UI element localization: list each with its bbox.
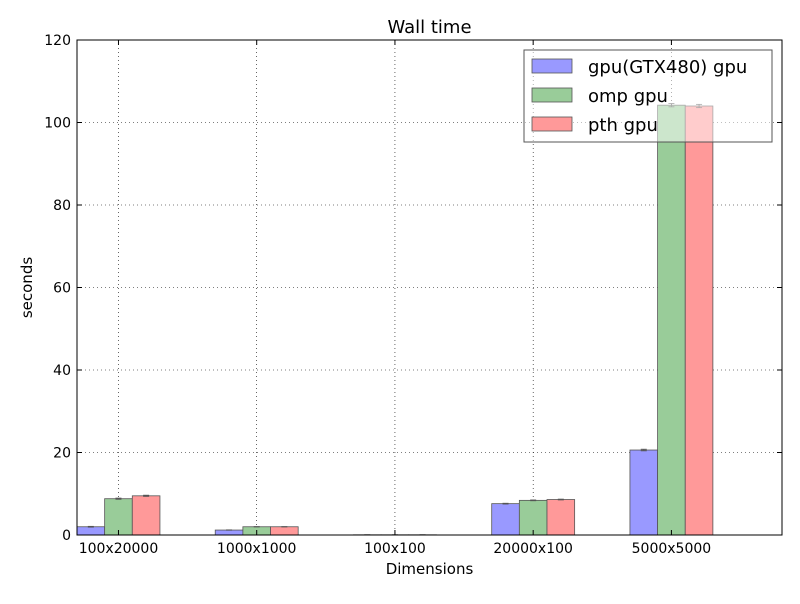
bar-1-3 [519,500,547,535]
bar-2-4 [685,106,713,535]
y-tick-label: 20 [53,446,71,462]
legend-swatch-0 [532,59,572,73]
bar-2-0 [132,496,160,535]
x-tick-label: 100x100 [364,541,426,557]
y-tick-label: 80 [53,198,71,214]
bar-1-4 [658,105,686,535]
x-tick-label: 20000x100 [493,541,573,557]
bar-2-3 [547,500,575,535]
x-tick-label: 100x20000 [79,541,159,557]
legend: gpu(GTX480) gpu omp gpu pth gpu [524,50,772,142]
x-axis-label: Dimensions [386,560,474,578]
legend-label-1: omp gpu [588,86,668,107]
y-tick-label: 100 [44,116,71,132]
bar-2-1 [271,527,299,535]
bar-0-3 [492,504,520,535]
bar-0-1 [215,530,243,535]
bar-0-0 [77,527,105,535]
legend-label-0: gpu(GTX480) gpu [588,57,747,78]
legend-label-2: pth gpu [588,115,658,136]
y-tick-label: 0 [62,528,71,544]
bar-0-4 [630,450,658,535]
x-tick-label: 5000x5000 [632,541,712,557]
y-tick-label: 120 [44,33,71,49]
x-tick-label: 1000x1000 [217,541,297,557]
y-tick-label: 40 [53,363,71,379]
y-tick-label: 60 [53,281,71,297]
y-axis-label: seconds [18,257,36,318]
legend-swatch-1 [532,88,572,102]
chart-title: Wall time [387,17,471,38]
legend-swatch-2 [532,117,572,131]
bar-1-0 [105,499,133,535]
